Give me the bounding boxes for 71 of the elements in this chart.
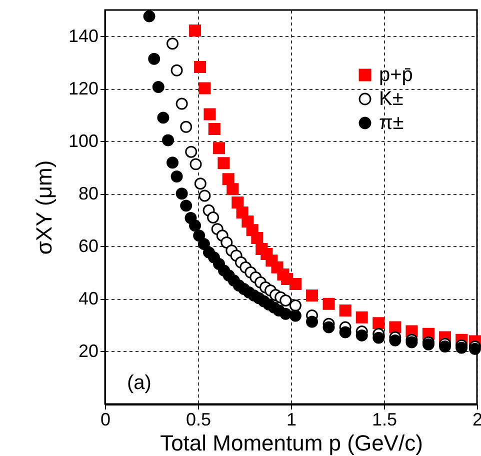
point [251, 232, 264, 244]
point [143, 10, 156, 22]
point [185, 146, 198, 158]
point [148, 52, 160, 65]
y-tick-label: 120 [68, 78, 98, 98]
y-tick-label: 80 [78, 183, 98, 204]
y-tick-label: 40 [78, 288, 98, 308]
point [162, 134, 174, 146]
x-axis-title: Total Momentum p (GeV/c) [160, 430, 423, 456]
point [468, 342, 481, 355]
point [198, 238, 210, 250]
point [356, 311, 368, 324]
point [152, 80, 164, 93]
y-tick-label: 100 [68, 130, 98, 151]
point [322, 321, 335, 334]
point [194, 61, 206, 73]
point [226, 183, 239, 196]
point [170, 170, 183, 183]
point [180, 120, 192, 133]
point [289, 310, 302, 322]
point [389, 321, 402, 334]
point [456, 342, 468, 354]
x-tick-label: 0.5 [186, 410, 212, 430]
point [406, 336, 418, 348]
point [218, 157, 230, 170]
point [220, 236, 233, 248]
point [306, 290, 318, 302]
point [198, 190, 211, 202]
point [166, 156, 179, 169]
x-tick-label: 0 [100, 410, 111, 430]
y-axis-title: σXY (μm) [31, 160, 56, 255]
legend-label: K± [379, 88, 404, 110]
point [170, 64, 183, 76]
y-tick-label: 60 [78, 236, 98, 256]
point [207, 212, 220, 224]
point [204, 108, 216, 120]
point [194, 178, 206, 190]
annotation: (a) [127, 372, 152, 394]
point [439, 340, 451, 352]
point [198, 82, 211, 94]
y-tick-label: 20 [78, 340, 98, 361]
point [339, 304, 352, 316]
point [356, 329, 368, 342]
point [306, 316, 318, 328]
point [193, 230, 206, 242]
point [372, 317, 385, 330]
point [280, 294, 292, 306]
point [289, 278, 302, 290]
point [180, 200, 192, 212]
point [389, 334, 402, 346]
point [322, 298, 335, 310]
legend-label: p+p̄ [379, 64, 413, 86]
point [189, 24, 202, 36]
point [208, 122, 220, 135]
point [280, 308, 292, 320]
point [176, 188, 188, 200]
point [157, 112, 170, 124]
point [372, 332, 385, 344]
point [189, 220, 202, 232]
point [190, 158, 202, 170]
x-tick-label: 1.5 [372, 410, 398, 430]
point [232, 196, 244, 209]
point [166, 38, 179, 50]
legend-label: π± [379, 112, 404, 134]
point [213, 142, 226, 154]
point [176, 98, 188, 110]
x-tick-label: 1 [286, 410, 297, 430]
point [222, 173, 234, 186]
y-tick-label: 140 [68, 26, 98, 46]
point [289, 300, 302, 312]
point [339, 326, 352, 338]
